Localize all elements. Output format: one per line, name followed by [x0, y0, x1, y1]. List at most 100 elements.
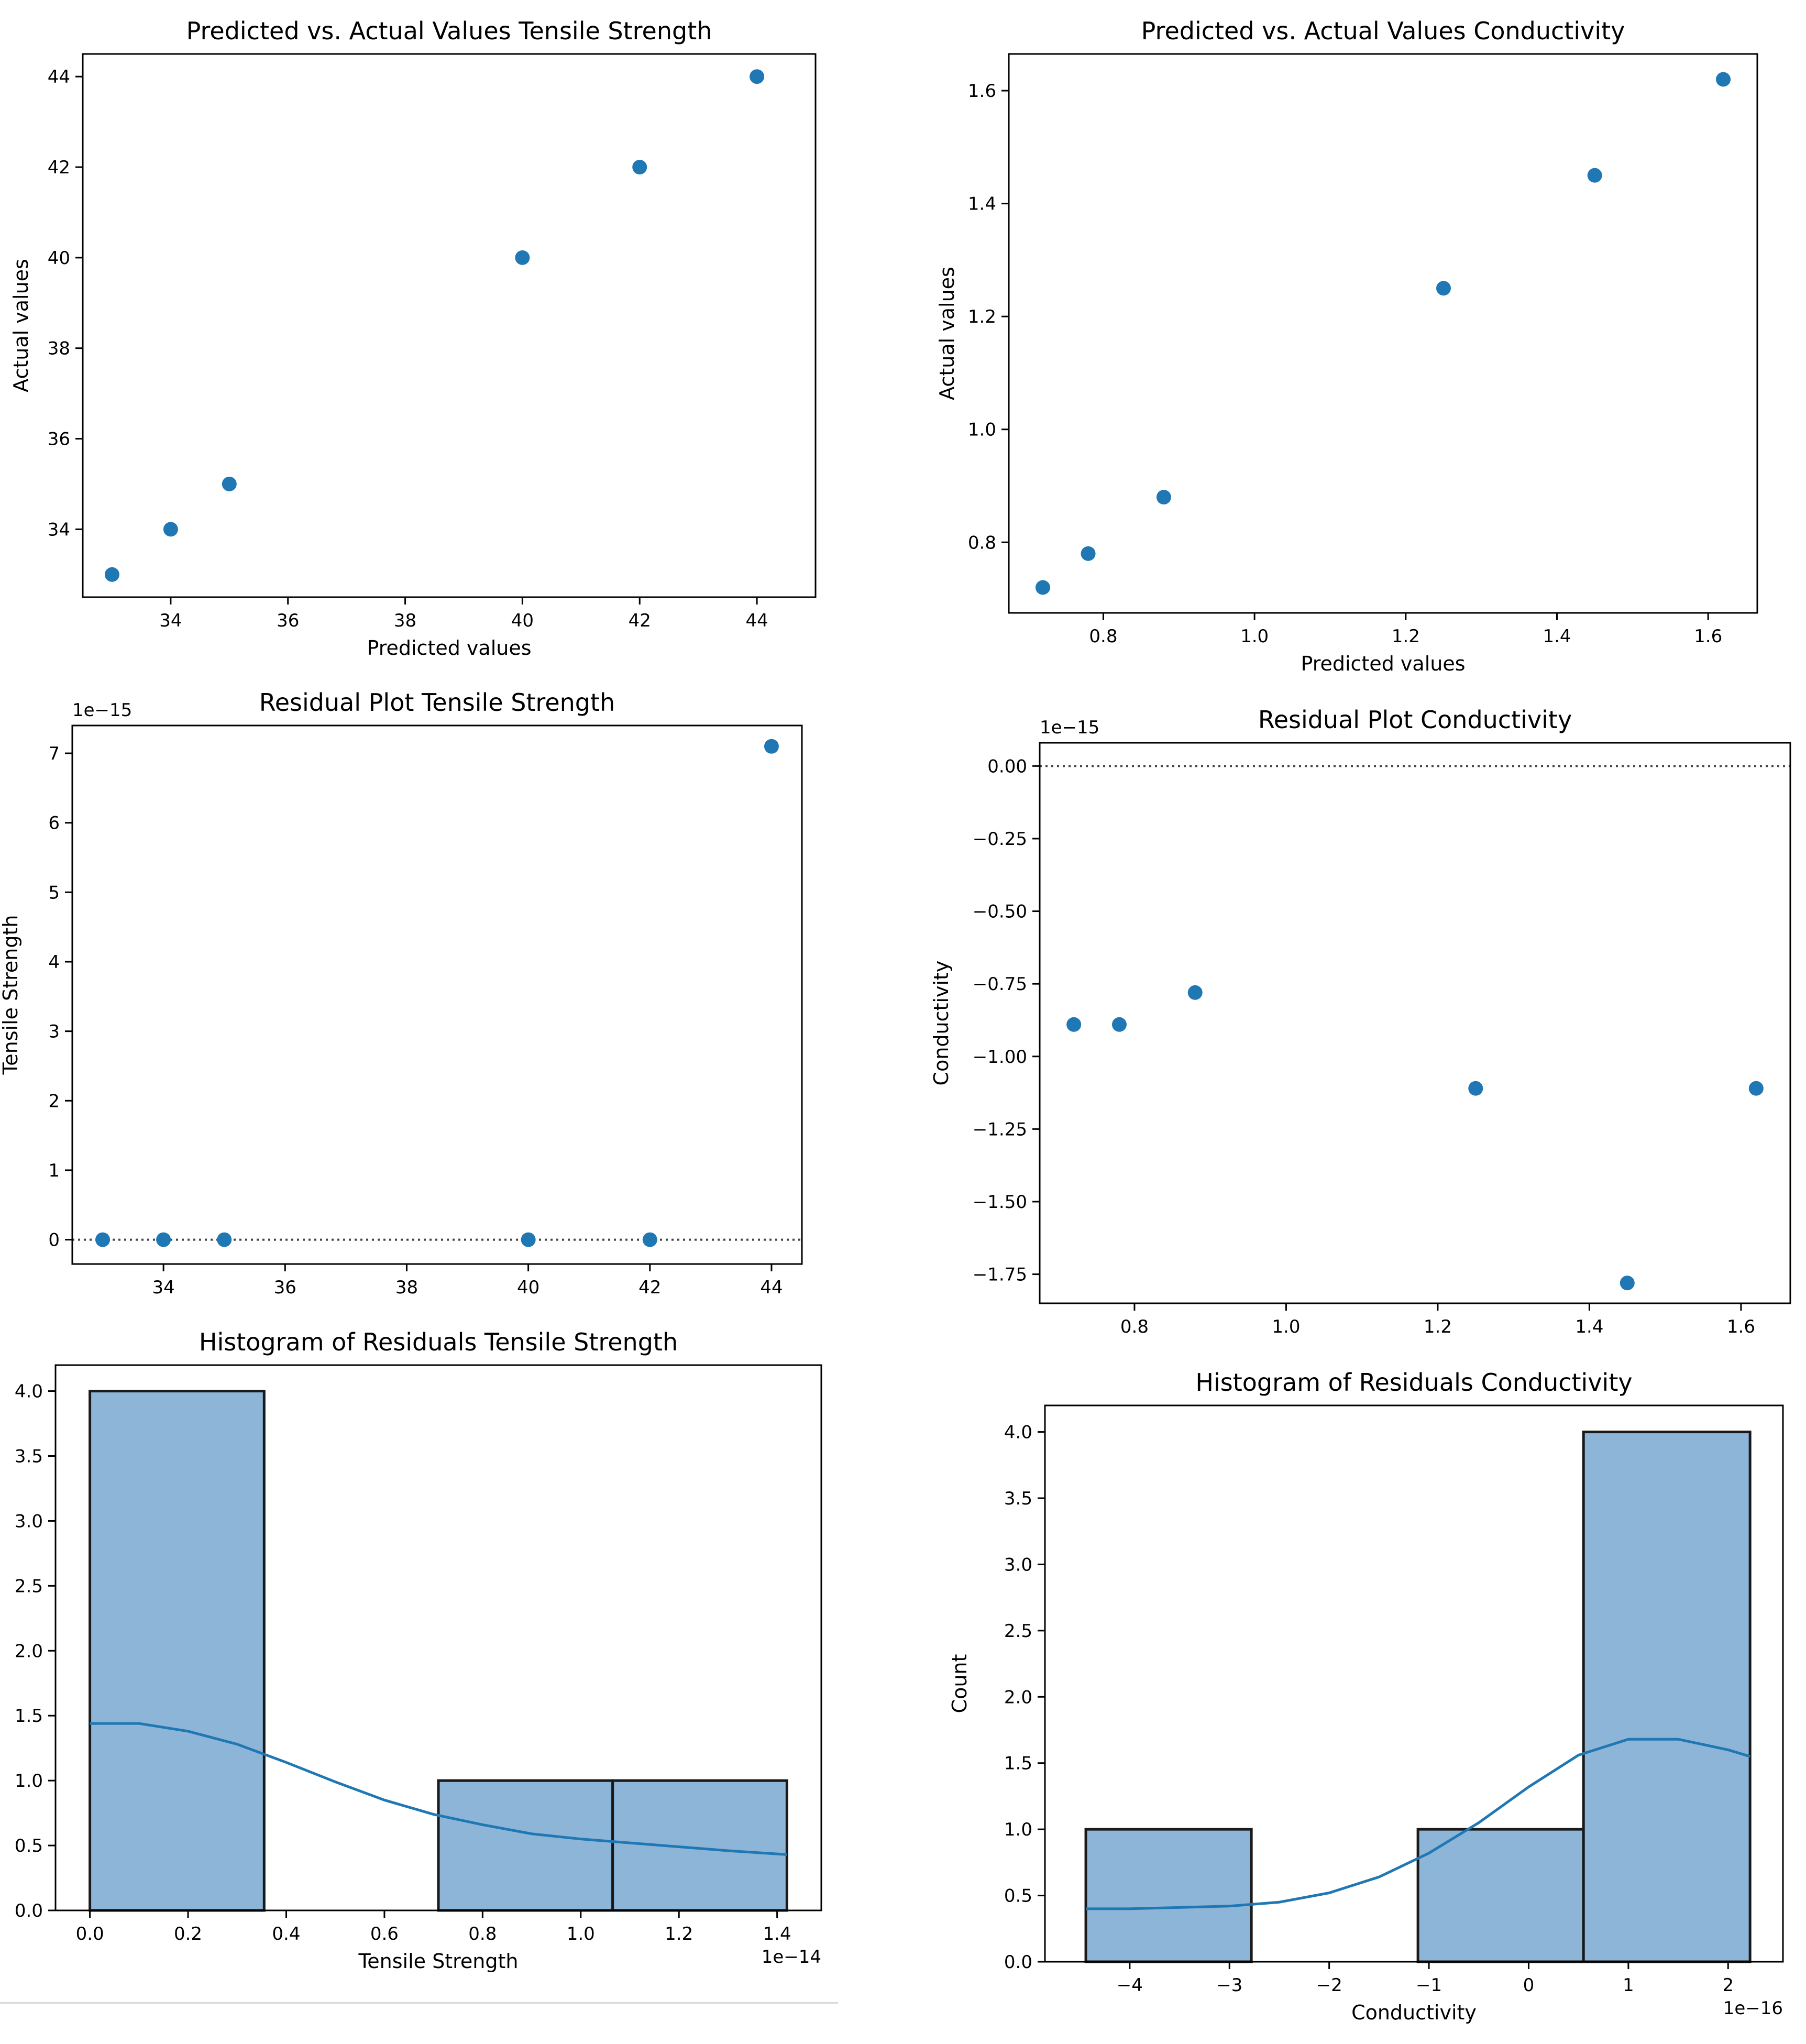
- axes-frame: [1039, 742, 1791, 1304]
- y-tick-label: 2.5: [1004, 1621, 1032, 1642]
- y-tick-label: 34: [48, 519, 70, 540]
- x-tick-label: 44: [745, 610, 768, 631]
- data-point: [1620, 1276, 1635, 1291]
- data-point: [95, 1232, 111, 1247]
- axes-frame: [82, 53, 817, 598]
- histogram-bar: [1582, 1431, 1752, 1963]
- x-tick-label: 44: [760, 1277, 783, 1298]
- data-point: [764, 739, 779, 754]
- axes-frame: [1008, 53, 1758, 614]
- x-tick-label: 1.6: [1727, 1316, 1755, 1337]
- y-axis-label: Count: [948, 1654, 971, 1713]
- data-point: [1436, 281, 1451, 296]
- y-tick-label: 0: [48, 1230, 60, 1251]
- axes-frame: [54, 1364, 822, 1911]
- y-tick-label: 3: [48, 1021, 60, 1042]
- y-tick-label: 2.0: [15, 1641, 43, 1662]
- data-point: [521, 1232, 536, 1247]
- y-tick-label: 1.2: [968, 306, 996, 327]
- x-tick-label: 40: [517, 1277, 539, 1298]
- data-point: [515, 250, 530, 265]
- y-tick-label: 1.5: [15, 1706, 43, 1727]
- histogram-bar: [611, 1779, 788, 1912]
- y-tick-label: −0.25: [973, 829, 1027, 850]
- y-tick-label: 4.0: [15, 1381, 43, 1402]
- x-tick-label: 0.8: [1089, 626, 1117, 647]
- data-point: [642, 1232, 657, 1247]
- data-point: [1066, 1017, 1082, 1032]
- x-tick-label: 1.2: [1392, 626, 1420, 647]
- x-tick-label: 1.4: [1575, 1316, 1603, 1337]
- y-axis-label: Actual values: [935, 267, 959, 400]
- data-point: [156, 1232, 171, 1247]
- chart-resid_conductivity: Residual Plot Conductivity 0.8 1.0 1.2 1.4 1.…: [930, 706, 1791, 1337]
- data-point: [632, 160, 647, 175]
- y-tick-label: 1.5: [1004, 1753, 1032, 1774]
- x-tick-label: 34: [159, 610, 182, 631]
- axis-offset-text: 1e−15: [72, 700, 132, 721]
- x-tick-label: 36: [277, 610, 299, 631]
- axis-offset-text: 1e−14: [762, 1947, 821, 1968]
- y-tick-label: −0.75: [973, 974, 1027, 995]
- y-tick-label: −1.50: [973, 1192, 1027, 1213]
- x-axis-label: Predicted values: [367, 636, 531, 660]
- y-tick-label: 0.5: [1004, 1886, 1032, 1907]
- x-tick-label: 38: [395, 1277, 418, 1298]
- y-tick-label: −1.75: [973, 1265, 1027, 1285]
- x-tick-label: 0.0: [76, 1924, 104, 1944]
- x-axis-label: Predicted values: [1301, 652, 1465, 675]
- data-point: [163, 522, 178, 537]
- y-tick-label: −1.00: [973, 1047, 1027, 1068]
- x-axis-label: Tensile Strength: [358, 1950, 519, 1973]
- y-tick-label: 38: [48, 338, 70, 359]
- data-point: [750, 69, 765, 84]
- chart-title: Residual Plot Conductivity: [1258, 706, 1572, 734]
- y-tick-label: 1.4: [968, 194, 996, 215]
- data-point: [1035, 580, 1050, 595]
- x-axis-label: Conductivity: [1351, 2001, 1477, 2024]
- chart-title: Histogram of Residuals Tensile Strength: [199, 1328, 678, 1356]
- data-point: [1111, 1017, 1127, 1032]
- x-tick-label: 36: [274, 1277, 296, 1298]
- axis-offset-text: 1e−16: [1723, 1998, 1783, 2019]
- x-tick-label: 0.8: [468, 1924, 497, 1944]
- x-tick-label: −4: [1117, 1975, 1143, 1996]
- y-tick-label: 5: [48, 882, 60, 903]
- y-axis-label: Conductivity: [930, 961, 953, 1086]
- data-point: [1081, 546, 1096, 561]
- axis-offset-text: 1e−15: [1040, 717, 1099, 738]
- histogram-bar: [1084, 1828, 1253, 1963]
- x-tick-label: 0.4: [272, 1924, 300, 1944]
- y-tick-label: 7: [48, 743, 60, 764]
- x-tick-label: 1.4: [763, 1924, 791, 1944]
- x-tick-label: 34: [152, 1277, 174, 1298]
- chart-title: Residual Plot Tensile Strength: [259, 688, 615, 717]
- x-tick-label: 1.6: [1694, 626, 1722, 647]
- y-axis-label: Tensile Strength: [0, 915, 22, 1075]
- chart-pva_conductivity: Predicted vs. Actual Values Conductivity…: [935, 17, 1758, 675]
- chart-title: Predicted vs. Actual Values Conductivity: [1141, 17, 1625, 45]
- y-tick-label: 0.00: [987, 756, 1027, 777]
- x-tick-label: 0.2: [174, 1924, 202, 1944]
- y-tick-label: −0.50: [973, 902, 1027, 922]
- y-axis-label: Actual values: [9, 259, 32, 392]
- data-point: [1156, 490, 1171, 505]
- x-tick-label: −2: [1316, 1975, 1342, 1996]
- x-tick-label: 0.8: [1120, 1316, 1149, 1337]
- x-tick-label: 42: [629, 610, 651, 631]
- kde-curve: [1086, 1738, 1750, 1910]
- chart-title: Histogram of Residuals Conductivity: [1195, 1368, 1632, 1397]
- y-tick-label: 0.8: [968, 532, 996, 553]
- y-tick-label: 1.6: [968, 81, 996, 102]
- axes-frame: [71, 724, 803, 1265]
- data-point: [1587, 168, 1602, 183]
- y-tick-label: 36: [48, 429, 70, 450]
- x-tick-label: 38: [394, 610, 416, 631]
- chart-hist_conductivity: Histogram of Residuals Conductivity −4 −3 −…: [948, 1368, 1784, 2024]
- data-point: [222, 476, 237, 491]
- data-point: [104, 567, 119, 582]
- chart-pva_tensile: Predicted vs. Actual Values Tensile Stre…: [9, 17, 817, 660]
- histogram-bar: [437, 1779, 614, 1912]
- x-tick-label: 1.0: [1240, 626, 1269, 647]
- y-tick-label: 1.0: [968, 420, 996, 441]
